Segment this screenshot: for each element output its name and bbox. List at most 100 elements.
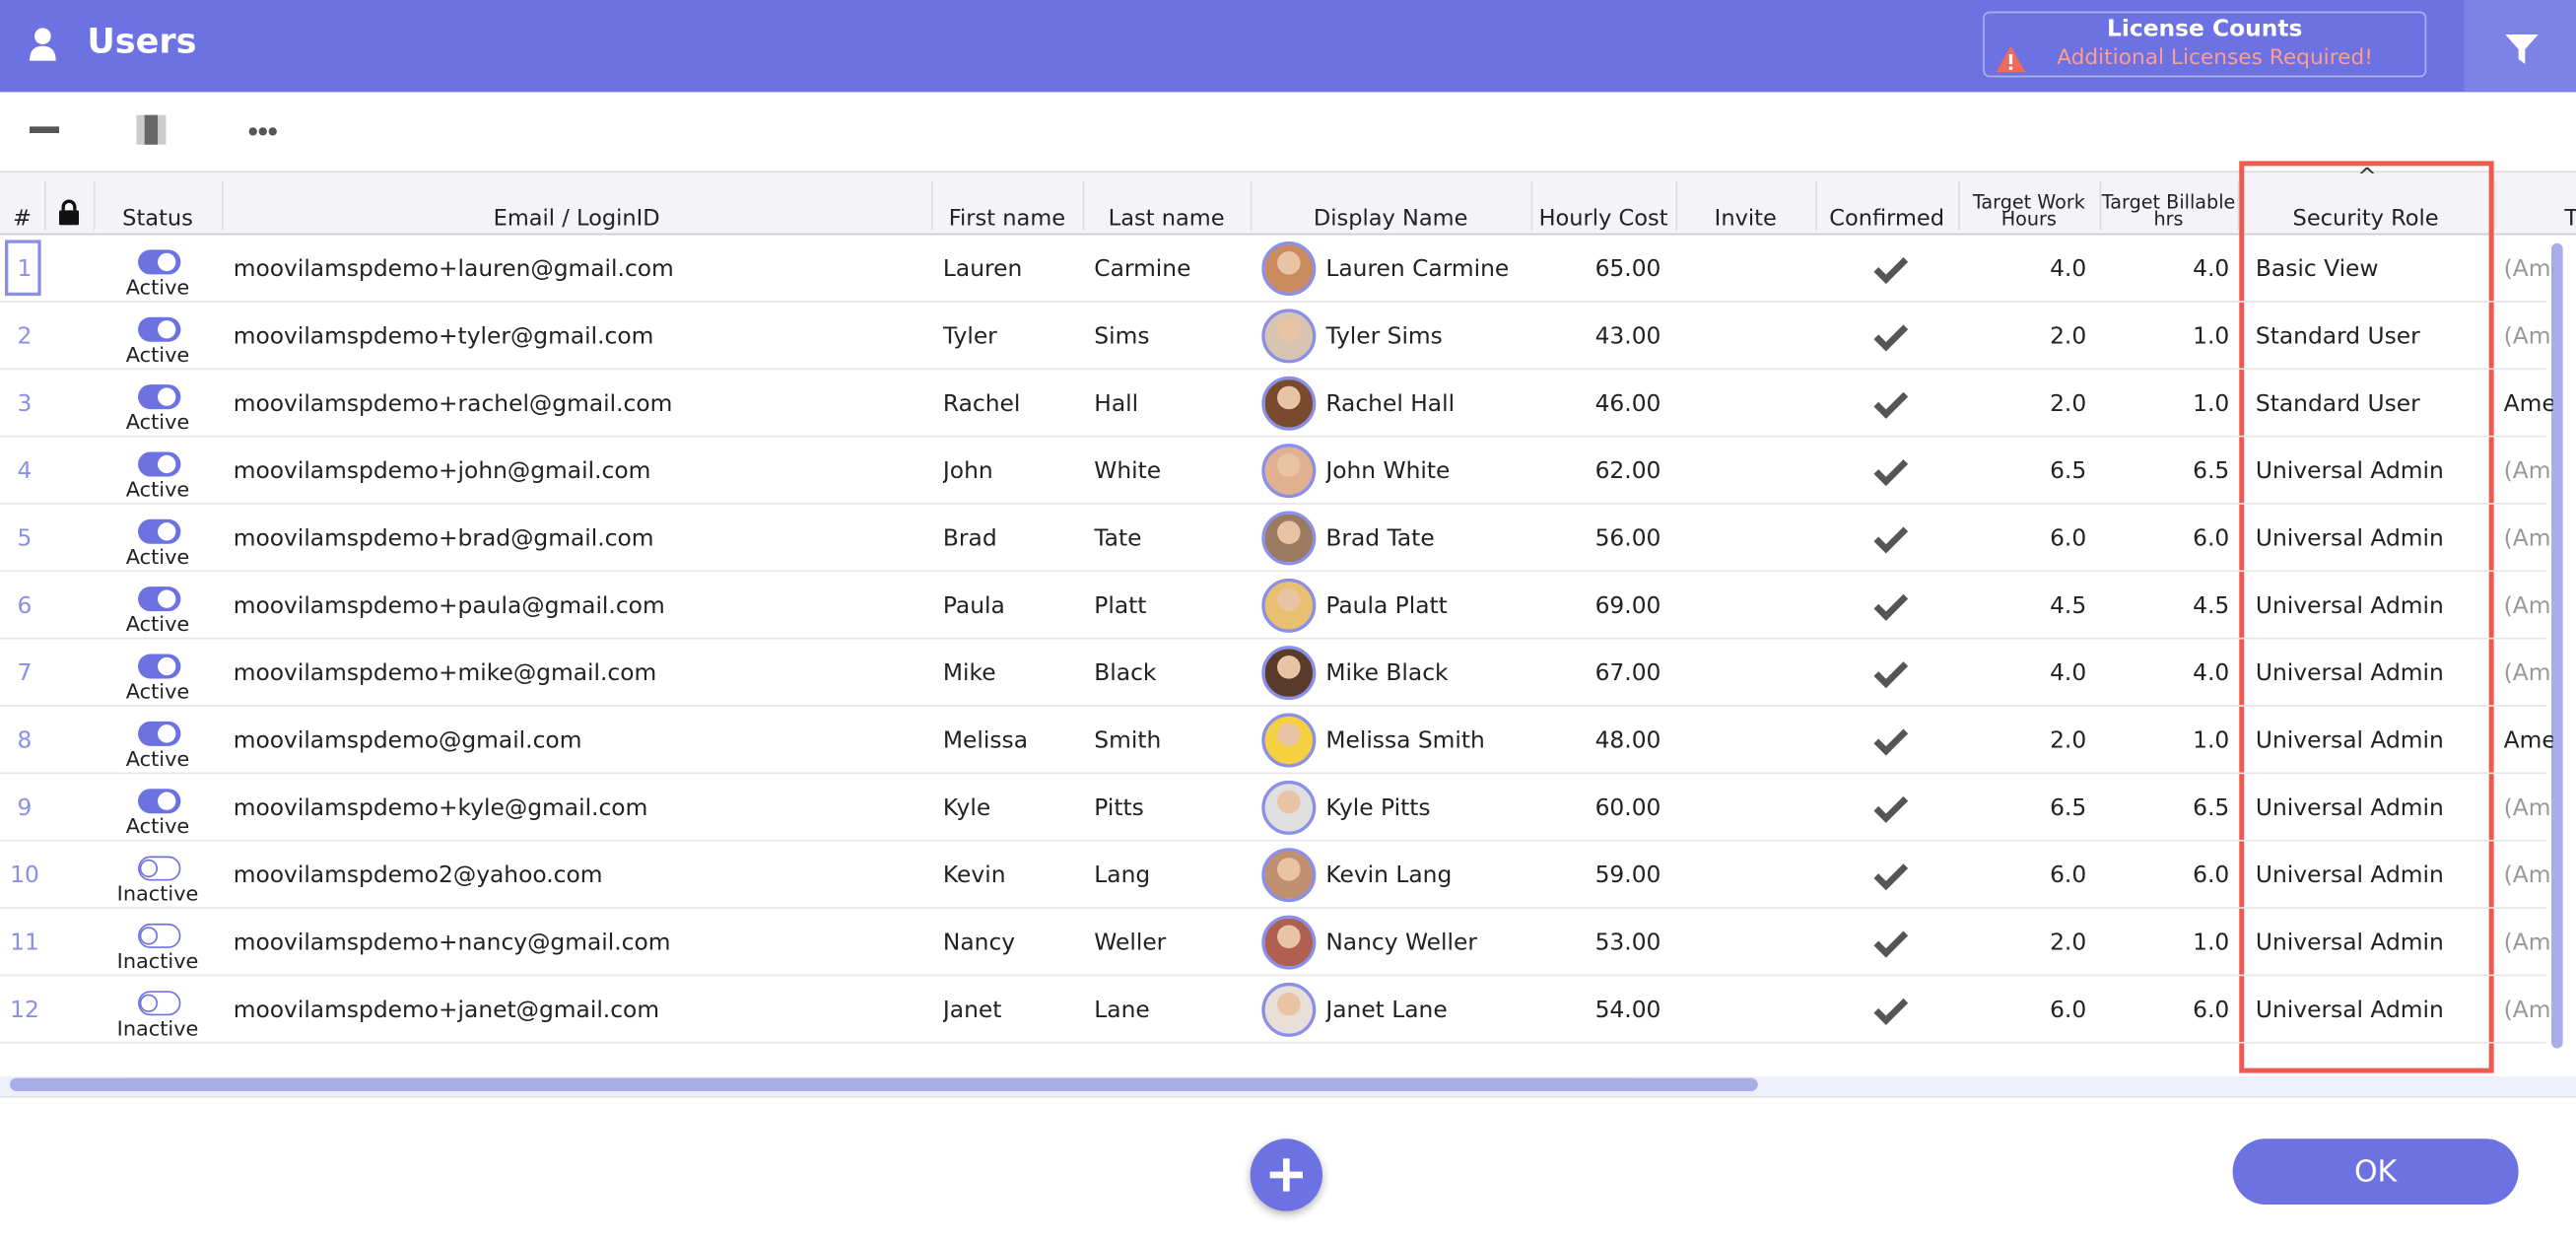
column-divider [2493, 180, 2496, 231]
column-divider [222, 180, 224, 231]
row-number: 10 [10, 862, 39, 889]
email: moovilamspdemo+john@gmail.com [233, 457, 651, 484]
security-role[interactable]: Universal Admin [2255, 524, 2444, 552]
column-header[interactable]: Confirmed [1829, 205, 1945, 233]
hourly-cost: 46.00 [1594, 389, 1661, 417]
last-name: Smith [1094, 726, 1162, 754]
email: moovilamspdemo+rachel@gmail.com [233, 389, 673, 417]
ok-button[interactable]: OK [2232, 1138, 2519, 1205]
status-label: Active [125, 745, 190, 771]
horizontal-scrollbar[interactable] [10, 1077, 1758, 1091]
column-header[interactable]: Email / LoginID [493, 205, 660, 233]
row-number: 1 [17, 255, 33, 282]
column-divider [1675, 180, 1678, 231]
email: moovilamspdemo+nancy@gmail.com [233, 929, 671, 956]
email: moovilamspdemo+brad@gmail.com [233, 524, 654, 552]
security-role[interactable]: Universal Admin [2255, 997, 2444, 1023]
security-role[interactable]: Basic View [2255, 255, 2379, 282]
hourly-cost: 67.00 [1594, 659, 1661, 687]
row-divider [0, 637, 2546, 640]
time-zone: (Am [2503, 929, 2551, 956]
target-work-hours: 2.0 [2050, 389, 2087, 417]
security-role[interactable]: Universal Admin [2255, 457, 2444, 484]
avatar [1261, 646, 1317, 701]
security-role[interactable]: Universal Admin [2255, 726, 2444, 754]
status-label: Inactive [116, 947, 199, 973]
row-divider [0, 974, 2546, 977]
column-header[interactable]: Display Name [1313, 205, 1468, 233]
target-billable-hours: 1.0 [2193, 322, 2230, 350]
toggle-knob [158, 792, 176, 810]
user-icon [30, 28, 56, 61]
time-zone: (Am [2503, 794, 2551, 821]
target-billable-hours: 1.0 [2193, 389, 2230, 417]
column-header[interactable]: T [2494, 171, 2576, 235]
row-number: 2 [17, 322, 33, 350]
avatar [1261, 848, 1317, 903]
security-role[interactable]: Standard User [2255, 322, 2420, 350]
column-header[interactable]: Target Billable hrs [2101, 190, 2236, 231]
warning-icon [1996, 45, 2026, 73]
add-button[interactable] [1250, 1138, 1323, 1211]
target-work-hours: 2.0 [2050, 322, 2087, 350]
filter-button[interactable] [2464, 0, 2576, 93]
time-zone: (Ame [2503, 255, 2553, 282]
security-role[interactable]: Standard User [2255, 389, 2420, 417]
confirmed-check [1873, 863, 1909, 891]
vertical-scrollbar[interactable] [2550, 242, 2563, 1049]
display-name: Lauren Carmine [1325, 255, 1510, 282]
focus-cell [5, 240, 41, 297]
hourly-cost: 48.00 [1594, 726, 1661, 754]
time-zone: Ame [2503, 389, 2553, 417]
target-work-hours: 6.0 [2050, 997, 2087, 1023]
toggle-knob [158, 454, 176, 474]
column-header[interactable]: Security Role [2292, 205, 2439, 233]
confirmed-check [1873, 526, 1909, 554]
column-divider [1530, 180, 1533, 231]
time-zone: Ame [2503, 726, 2553, 754]
security-role[interactable]: Universal Admin [2255, 862, 2444, 889]
footer-divider [0, 1095, 2576, 1098]
time-zone: (Am [2503, 659, 2551, 687]
confirmed-check [1873, 661, 1909, 689]
collapse-button[interactable] [30, 126, 60, 134]
status-label: Active [125, 677, 190, 703]
column-header[interactable]: Status [122, 205, 193, 233]
column-divider [44, 180, 46, 231]
display-name: Paula Platt [1325, 591, 1448, 619]
column-header[interactable]: Hourly Cost [1538, 205, 1668, 233]
last-name: Sims [1094, 322, 1150, 350]
security-role[interactable]: Universal Admin [2255, 929, 2444, 956]
security-role[interactable]: Universal Admin [2255, 591, 2444, 619]
more-button[interactable] [248, 127, 277, 136]
column-header[interactable]: First name [948, 205, 1066, 233]
display-name: John White [1325, 457, 1451, 484]
column-header[interactable]: Last name [1108, 205, 1225, 233]
display-name: Tyler Sims [1325, 322, 1443, 350]
row-number: 12 [10, 997, 39, 1023]
display-name: Rachel Hall [1325, 389, 1456, 417]
column-header[interactable]: Invite [1714, 205, 1777, 233]
target-work-hours: 6.5 [2050, 794, 2087, 821]
license-warning: Additional Licenses Required! [2057, 45, 2373, 71]
toggle-knob [139, 927, 159, 945]
email: moovilamspdemo@gmail.com [233, 726, 582, 754]
column-header[interactable]: # [13, 205, 32, 233]
security-role[interactable]: Universal Admin [2255, 794, 2444, 821]
display-name: Kevin Lang [1325, 862, 1453, 889]
status-label: Active [125, 610, 190, 636]
first-name: Tyler [942, 322, 997, 350]
time-zone: (Am [2503, 322, 2551, 350]
columns-button[interactable] [136, 114, 167, 145]
display-name: Brad Tate [1325, 524, 1435, 552]
toggle-knob [158, 252, 176, 272]
time-zone: (Am [2503, 457, 2551, 484]
license-box[interactable]: License Counts Additional Licenses Requi… [1983, 11, 2427, 78]
row-number: 8 [17, 726, 33, 754]
confirmed-check [1873, 459, 1909, 487]
title: Users [87, 21, 197, 61]
column-header[interactable]: Target Work Hours [1972, 190, 2085, 231]
toggle-knob [158, 387, 176, 406]
target-billable-hours: 6.0 [2193, 997, 2230, 1023]
security-role[interactable]: Universal Admin [2255, 659, 2444, 687]
